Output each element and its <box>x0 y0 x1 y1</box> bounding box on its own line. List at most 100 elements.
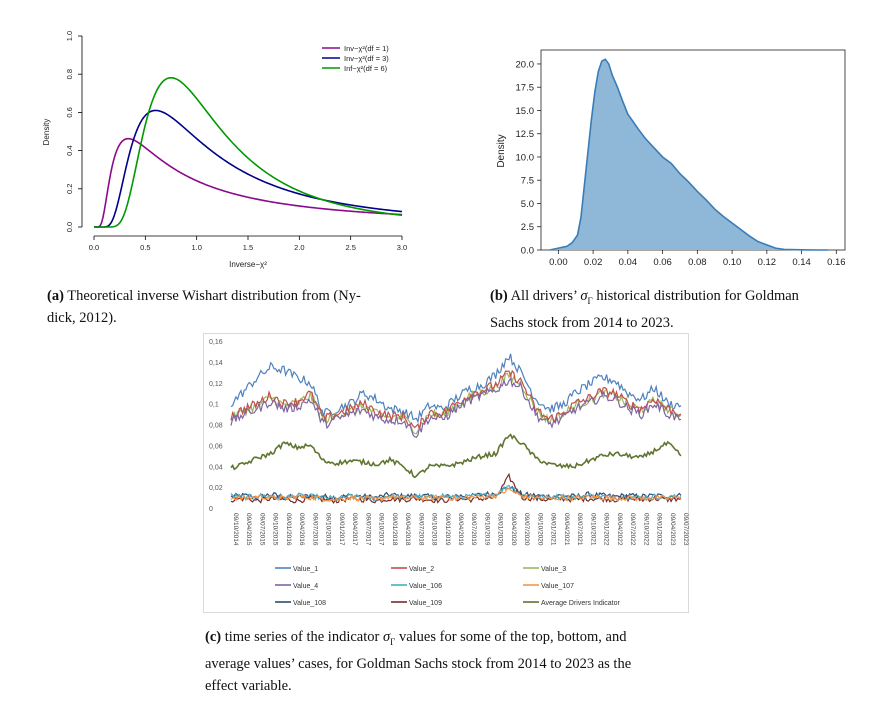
x-tick-label: 09/10/2021 <box>589 513 596 546</box>
y-tick-label: 0.6 <box>65 107 74 117</box>
x-tick-label: 2.0 <box>294 243 304 252</box>
x-tick-label: 0.12 <box>758 257 777 268</box>
x-tick-label: 0.04 <box>619 257 638 268</box>
x-tick-label: 1.0 <box>191 243 201 252</box>
figure-a-inverse-wishart-chart: 0.0 0.5 1.0 1.5 2.0 2.5 3.00.00.20.40.60.81.0 … <box>42 31 407 269</box>
x-tick-label: 09/07/2022 <box>629 513 636 546</box>
caption-c: (c) time series of the indicator σΓ valu… <box>205 626 705 697</box>
x-tick-label: 09/07/2021 <box>576 513 583 546</box>
legend: Inv−χ²(df = 1) Inv−χ²(df = 3) Inf−χ²(df … <box>322 44 389 73</box>
caption-a-text-1: Theoretical inverse Wishart distribution… <box>67 288 361 304</box>
y-tick-label: 0.0 <box>521 246 534 257</box>
caption-b-text-2: historical distribution for Goldman <box>596 288 799 304</box>
x-tick-label: 1.5 <box>243 243 253 252</box>
x-tick-label: 09/07/2019 <box>470 513 477 546</box>
y-tick-label: 0,14 <box>209 360 223 367</box>
x-tick-label: 09/10/2020 <box>536 513 543 546</box>
y-tick-label: 5.0 <box>521 199 534 210</box>
series-line-average-drivers-indicator <box>230 433 682 479</box>
y-tick-label: 0,02 <box>209 485 223 492</box>
x-tick-label: 09/10/2017 <box>378 513 385 546</box>
x-tick-label: 09/04/2018 <box>404 513 411 546</box>
x-tick-label: 09/10/2016 <box>325 513 332 546</box>
x-tick-label: 09/04/2021 <box>563 513 570 546</box>
series-line-df3 <box>94 109 403 228</box>
x-tick-label: 09/04/2023 <box>669 513 676 546</box>
x-tick-label: 09/07/2018 <box>417 513 424 546</box>
series-line-df6 <box>94 76 403 228</box>
series-line-value_4 <box>230 376 682 439</box>
legend-label-df6: Inf−χ²(df = 6) <box>344 64 388 73</box>
x-axis-label: Inverse−χ² <box>229 260 267 269</box>
legend-label: Value_108 <box>293 600 326 607</box>
series-line-value_107 <box>230 487 682 503</box>
caption-c-text-2: values for some of the top, bottom, and <box>398 629 627 645</box>
y-tick-label: 0.4 <box>65 145 74 155</box>
x-tick-label: 0.10 <box>723 257 742 268</box>
y-tick-label: 0 <box>209 506 213 513</box>
y-tick-label: 17.5 <box>516 83 535 94</box>
legend-label: Value_107 <box>541 583 574 590</box>
y-tick-label: 0,06 <box>209 443 223 450</box>
x-tick-label: 09/01/2023 <box>656 513 663 546</box>
caption-b-text-3: Sachs stock from 2014 to 2023. <box>490 314 674 331</box>
caption-a-text-2: dick, 2012). <box>47 310 117 326</box>
legend-label: Average Drivers Indicator <box>541 600 621 607</box>
legend-label: Value_3 <box>541 566 566 573</box>
y-tick-label: 0,1 <box>209 402 219 409</box>
y-axis-label: Density <box>42 119 51 146</box>
x-tick-label: 0.16 <box>827 257 846 268</box>
legend-label: Value_109 <box>409 600 442 607</box>
x-tick-label: 09/10/2022 <box>642 513 649 546</box>
x-tick-label: 09/01/2018 <box>391 513 398 546</box>
series-line-value_3 <box>230 371 682 435</box>
y-tick-label: 1.0 <box>65 31 74 41</box>
series-line-value_2 <box>230 369 682 430</box>
y-tick-label: 0.8 <box>65 69 74 79</box>
x-tick-label: 09/04/2017 <box>351 513 358 546</box>
y-tick-label: 0,12 <box>209 381 223 388</box>
x-tick-label: 0.08 <box>688 257 707 268</box>
y-tick-label: 0,08 <box>209 423 223 430</box>
x-tick-label: 0.5 <box>140 243 150 252</box>
y-axis-label: Density <box>496 134 507 167</box>
x-tick-label: 09/10/2015 <box>272 513 279 546</box>
caption-a-label: (a) <box>47 288 64 304</box>
legend-label: Value_2 <box>409 566 434 573</box>
x-tick-label: 09/04/2022 <box>616 513 623 546</box>
x-tick-label: 09/07/2016 <box>311 513 318 546</box>
caption-b-sigma-sub: Γ <box>587 295 593 306</box>
caption-b-label: (b) <box>490 288 508 304</box>
density-histogram-area <box>549 59 828 250</box>
x-tick-label: 09/01/2016 <box>285 513 292 546</box>
x-tick-label: 09/10/2018 <box>431 513 438 546</box>
series-line-df1 <box>94 137 403 228</box>
caption-b-text-1: All drivers’ <box>510 288 577 304</box>
legend-label: Value_4 <box>293 583 318 590</box>
x-tick-label: 09/07/2020 <box>523 513 530 546</box>
y-tick-label: 7.5 <box>521 176 534 187</box>
x-tick-label: 0.14 <box>792 257 811 268</box>
x-tick-label: 09/10/2014 <box>232 513 239 546</box>
x-tick-label: 09/04/2015 <box>245 513 252 546</box>
series-line-value_1 <box>230 353 682 424</box>
caption-c-sigma: σ <box>382 629 391 645</box>
y-tick-label: 2.5 <box>521 222 534 233</box>
y-tick-label: 12.5 <box>516 129 535 140</box>
x-tick-label: 0.06 <box>653 257 672 268</box>
x-tick-label: 09/10/2019 <box>484 513 491 546</box>
legend-label: Value_106 <box>409 583 442 590</box>
legend-label: Value_1 <box>293 566 318 573</box>
x-tick-label: 09/04/2020 <box>510 513 517 546</box>
caption-c-text-4: effect variable. <box>205 677 292 694</box>
x-tick-label: 2.5 <box>345 243 355 252</box>
y-tick-label: 0.0 <box>65 222 74 232</box>
figure-c-timeseries-chart: 0 0,02 0,04 0,06 0,08 0,1 0,12 0,14 0,16 09/10/2… <box>209 339 689 607</box>
density-kde-line <box>549 58 828 251</box>
legend-label-df1: Inv−χ²(df = 1) <box>344 44 389 53</box>
y-tick-label: 10.0 <box>516 152 535 163</box>
figure-c-frame <box>203 333 689 613</box>
x-tick-label: 09/07/2015 <box>259 513 266 546</box>
y-tick-label: 20.0 <box>516 59 535 70</box>
x-tick-label: 09/04/2019 <box>457 513 464 546</box>
